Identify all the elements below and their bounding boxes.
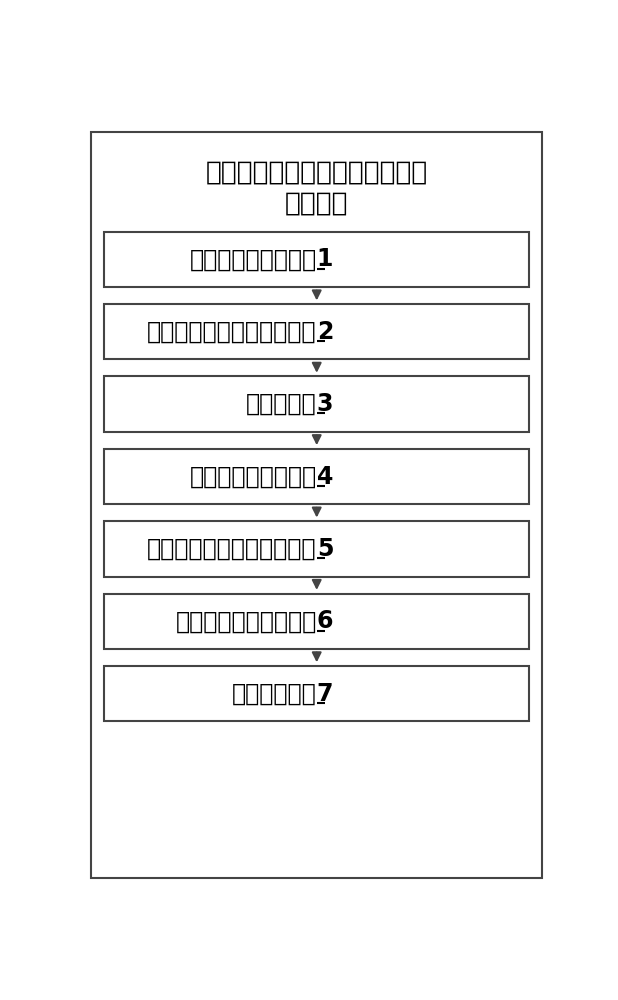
- Bar: [104, 304, 529, 359]
- Bar: [104, 449, 529, 504]
- Text: 5: 5: [317, 537, 333, 561]
- Text: 分类装置: 分类装置: [285, 190, 349, 216]
- Text: 3: 3: [317, 392, 333, 416]
- Text: 7: 7: [317, 682, 333, 706]
- Text: 预处理模块: 预处理模块: [246, 392, 317, 416]
- Bar: [104, 521, 529, 577]
- Text: 1: 1: [317, 247, 333, 271]
- Bar: [104, 594, 529, 649]
- Bar: [104, 666, 529, 721]
- Text: 量化分类模块: 量化分类模块: [232, 682, 317, 706]
- Text: 基因测序读取序列获取模块: 基因测序读取序列获取模块: [147, 320, 317, 344]
- Text: 正负样本集构建模块: 正负样本集构建模块: [190, 247, 317, 271]
- Text: 2: 2: [317, 320, 333, 344]
- Bar: [104, 376, 529, 432]
- Bar: [104, 232, 529, 287]
- Text: 基于血小板差异表达基因标记的: 基于血小板差异表达基因标记的: [206, 159, 428, 185]
- Text: 差异表达基因标记确定模块: 差异表达基因标记确定模块: [147, 537, 317, 561]
- Text: 6: 6: [317, 609, 333, 633]
- Text: 4: 4: [317, 465, 333, 489]
- Text: 超平面表达式构建模块: 超平面表达式构建模块: [176, 609, 317, 633]
- Text: 基因表达量估算模块: 基因表达量估算模块: [190, 465, 317, 489]
